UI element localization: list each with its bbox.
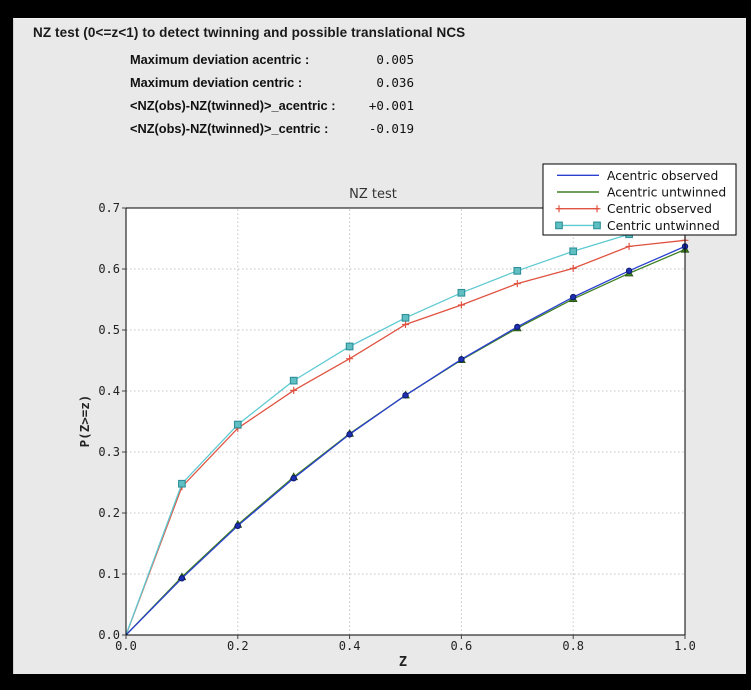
stat-label: Maximum deviation centric : (130, 75, 303, 90)
stat-label: <NZ(obs)-NZ(twinned)>_acentric : (130, 98, 336, 113)
legend-label: Acentric untwinned (607, 186, 726, 200)
nz-test-chart: 0.0 0.2 0.4 0.6 0.8 1.0 0.0 0.1 0.2 0.3 0.4 0.5 0.6 0… (77, 163, 737, 670)
y-tick-label: 0.3 (98, 445, 120, 459)
y-tick-label: 0.0 (98, 628, 120, 642)
legend-label: Acentric observed (607, 169, 718, 183)
x-tick-label: 0.0 (115, 639, 137, 653)
stat-row-mean-diff-acentric: <NZ(obs)-NZ(twinned)>_acentric : +0.001 (130, 98, 414, 114)
legend-label: Centric observed (607, 202, 712, 216)
y-axis-label: P(Z>=z) (77, 395, 92, 448)
y-tick-label: 0.2 (98, 506, 120, 520)
stat-value: 0.005 (376, 52, 414, 67)
stat-label: <NZ(obs)-NZ(twinned)>_centric : (130, 121, 329, 136)
plot-frame (125, 207, 686, 636)
stat-row-max-dev-centric: Maximum deviation centric : 0.036 (130, 75, 414, 91)
stat-value: -0.019 (368, 121, 414, 136)
stat-label: Maximum deviation acentric : (130, 52, 310, 67)
x-tick-label: 0.4 (339, 639, 361, 653)
stat-value: 0.036 (376, 75, 414, 90)
x-tick-label: 0.8 (562, 639, 584, 653)
x-axis-label: Z (399, 654, 407, 670)
y-tick-label: 0.4 (98, 384, 120, 398)
x-tick-label: 0.6 (451, 639, 473, 653)
chart-title: NZ test (349, 187, 397, 202)
stat-row-mean-diff-centric: <NZ(obs)-NZ(twinned)>_centric : -0.019 (130, 121, 414, 137)
stat-row-max-dev-acentric: Maximum deviation acentric : 0.005 (130, 52, 414, 68)
x-tick-label: 1.0 (674, 639, 696, 653)
y-tick-label: 0.6 (98, 262, 120, 276)
y-tick-label: 0.7 (98, 201, 120, 215)
stat-value: +0.001 (368, 98, 414, 113)
page-title: NZ test (0<=z<1) to detect twinning and … (33, 25, 466, 40)
plot-panel: NZ test (0<=z<1) to detect twinning and … (13, 18, 746, 674)
plot-area (126, 208, 685, 635)
x-tick-label: 0.2 (227, 639, 249, 653)
y-tick-label: 0.1 (98, 567, 120, 581)
y-tick-label: 0.5 (98, 323, 120, 337)
legend-label: Centric untwinned (607, 219, 720, 233)
